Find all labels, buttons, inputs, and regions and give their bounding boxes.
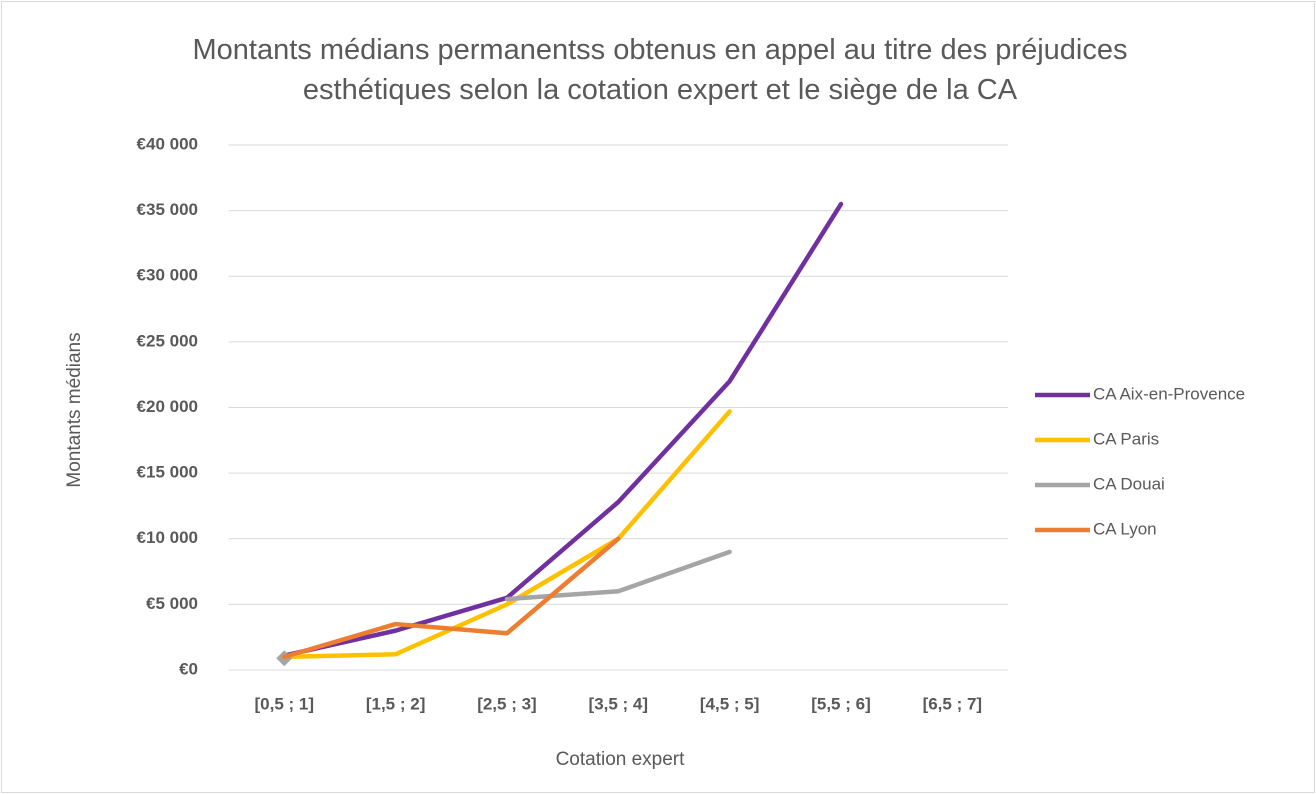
series-line <box>282 201 844 658</box>
x-tick-label: [3,5 ; 4] <box>589 694 649 713</box>
x-tick-label: [6,5 ; 7] <box>923 694 983 713</box>
y-axis-label: Montants médians <box>64 332 85 487</box>
legend-label: CA Douai <box>1093 474 1165 493</box>
y-tick-label: €10 000 <box>137 528 198 547</box>
chart-title: Montants médians permanentss obtenus en … <box>192 34 1128 106</box>
y-tick-label: €5 000 <box>146 594 198 613</box>
x-tick-label: [0,5 ; 1] <box>255 694 315 713</box>
y-tick-label: €0 <box>179 659 198 678</box>
y-tick-label: €30 000 <box>137 266 198 285</box>
y-tick-label: €40 000 <box>137 134 198 153</box>
y-tick-label: €35 000 <box>137 200 198 219</box>
x-tick-label: [5,5 ; 6] <box>811 694 871 713</box>
y-tick-label: €15 000 <box>137 463 198 482</box>
x-tick-label: [1,5 ; 2] <box>366 694 426 713</box>
series-line <box>282 409 732 660</box>
legend-label: CA Lyon <box>1093 519 1157 538</box>
x-tick-label: [2,5 ; 3] <box>477 694 537 713</box>
y-tick-label: €20 000 <box>137 397 198 416</box>
y-tick-label: €25 000 <box>137 331 198 350</box>
x-tick-label: [4,5 ; 5] <box>700 694 760 713</box>
series-line <box>504 549 732 602</box>
series-line <box>282 536 621 660</box>
x-axis-label: Cotation expert <box>556 749 686 770</box>
legend-label: CA Aix-en-Provence <box>1093 384 1245 403</box>
legend-label: CA Paris <box>1093 429 1159 448</box>
